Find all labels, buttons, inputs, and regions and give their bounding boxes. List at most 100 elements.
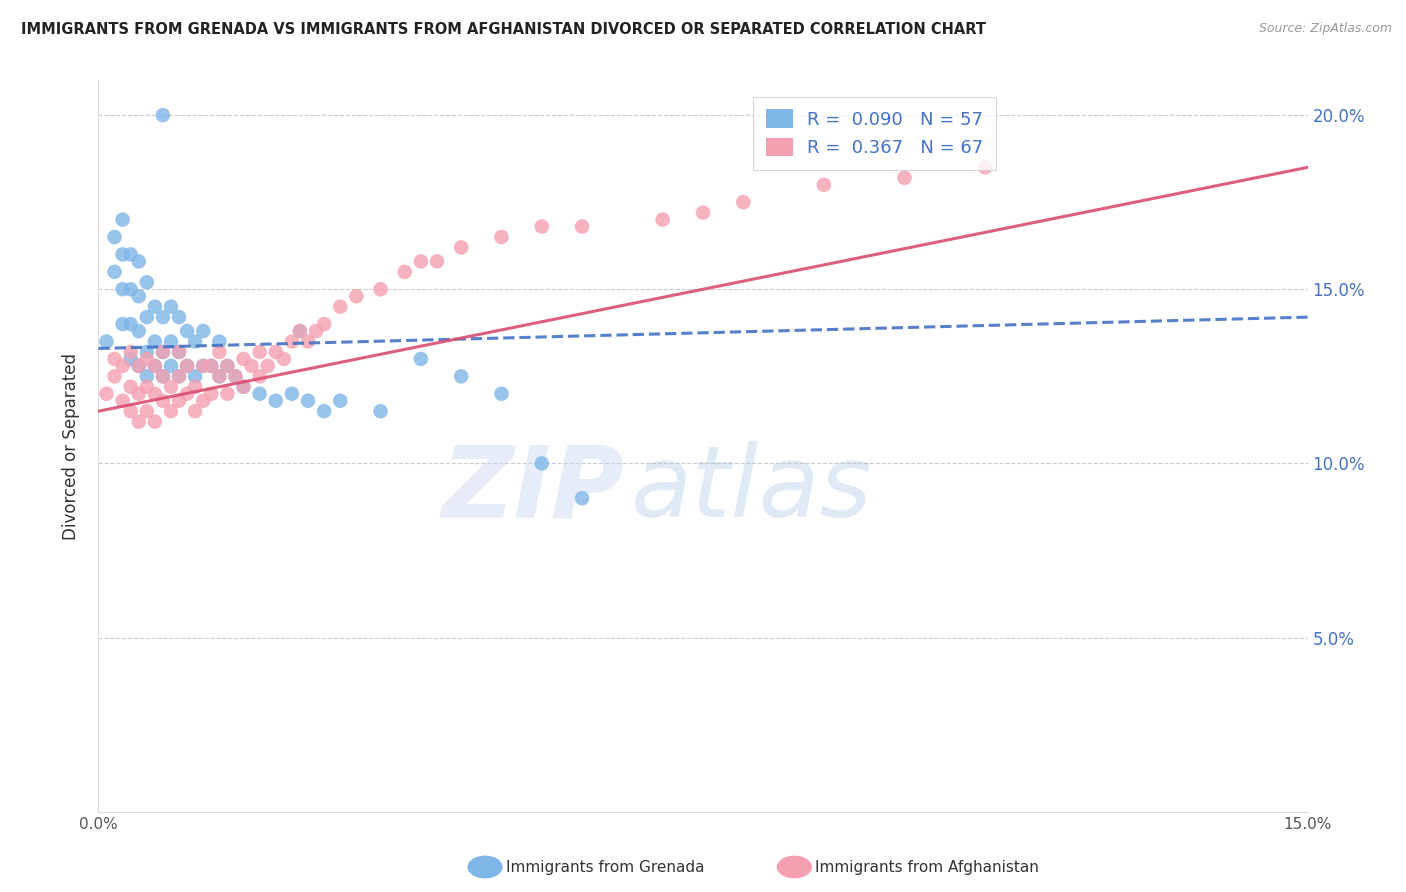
Point	[135, 369, 157, 384]
Point	[193, 359, 215, 373]
Point	[152, 345, 174, 359]
Point	[530, 457, 553, 471]
Point	[176, 386, 198, 401]
Point	[135, 345, 157, 359]
Point	[370, 282, 392, 296]
Point	[152, 393, 174, 408]
Point	[224, 369, 246, 384]
Point	[128, 289, 150, 303]
Point	[200, 386, 222, 401]
Point	[184, 404, 207, 418]
Point	[103, 265, 125, 279]
Point	[143, 415, 166, 429]
Point	[200, 359, 222, 373]
Point	[111, 317, 134, 331]
Point	[217, 359, 239, 373]
Point	[264, 393, 287, 408]
Point	[297, 334, 319, 349]
Point	[733, 195, 755, 210]
Point	[128, 359, 150, 373]
Point	[208, 334, 231, 349]
Legend: R =  0.090   N = 57, R =  0.367   N = 67: R = 0.090 N = 57, R = 0.367 N = 67	[754, 96, 997, 169]
Point	[281, 334, 304, 349]
Point	[193, 393, 215, 408]
Point	[491, 230, 513, 244]
Point	[813, 178, 835, 192]
Point	[120, 282, 142, 296]
Point	[120, 380, 142, 394]
Point	[200, 359, 222, 373]
Point	[111, 393, 134, 408]
Point	[273, 351, 295, 366]
Point	[128, 324, 150, 338]
Point	[96, 334, 118, 349]
Point	[135, 351, 157, 366]
Point	[193, 359, 215, 373]
Point	[111, 247, 134, 261]
Point	[176, 324, 198, 338]
Point	[120, 247, 142, 261]
Point	[314, 404, 336, 418]
Point	[176, 359, 198, 373]
Point	[217, 359, 239, 373]
Circle shape	[778, 856, 811, 878]
Point	[264, 345, 287, 359]
Point	[103, 351, 125, 366]
Point	[305, 324, 328, 338]
Point	[217, 386, 239, 401]
Point	[208, 345, 231, 359]
Point	[152, 369, 174, 384]
Point	[120, 351, 142, 366]
Point	[120, 404, 142, 418]
Point	[193, 324, 215, 338]
Point	[152, 310, 174, 325]
Point	[288, 324, 311, 338]
Point	[120, 317, 142, 331]
Point	[160, 380, 183, 394]
Point	[135, 310, 157, 325]
Point	[103, 230, 125, 244]
Point	[135, 275, 157, 289]
Point	[240, 359, 263, 373]
Point	[152, 108, 174, 122]
Point	[394, 265, 416, 279]
Y-axis label: Divorced or Separated: Divorced or Separated	[62, 352, 80, 540]
Point	[128, 254, 150, 268]
Point	[96, 386, 118, 401]
Point	[167, 345, 190, 359]
Point	[329, 393, 352, 408]
Text: atlas: atlas	[630, 442, 872, 539]
Point	[281, 386, 304, 401]
Point	[143, 334, 166, 349]
Point	[651, 212, 673, 227]
Point	[571, 491, 593, 506]
Point	[232, 380, 254, 394]
Point	[297, 393, 319, 408]
Point	[152, 369, 174, 384]
Point	[167, 310, 190, 325]
Point	[409, 254, 432, 268]
Point	[491, 386, 513, 401]
Point	[232, 380, 254, 394]
Point	[409, 351, 432, 366]
Point	[160, 334, 183, 349]
Point	[184, 334, 207, 349]
Circle shape	[468, 856, 502, 878]
Point	[111, 359, 134, 373]
Point	[184, 380, 207, 394]
Point	[143, 300, 166, 314]
Point	[143, 359, 166, 373]
Point	[893, 170, 915, 185]
Point	[135, 404, 157, 418]
Point	[249, 369, 271, 384]
Point	[176, 359, 198, 373]
Point	[530, 219, 553, 234]
Point	[120, 345, 142, 359]
Text: IMMIGRANTS FROM GRENADA VS IMMIGRANTS FROM AFGHANISTAN DIVORCED OR SEPARATED COR: IMMIGRANTS FROM GRENADA VS IMMIGRANTS FR…	[21, 22, 986, 37]
Text: Source: ZipAtlas.com: Source: ZipAtlas.com	[1258, 22, 1392, 36]
Point	[152, 345, 174, 359]
Text: Immigrants from Afghanistan: Immigrants from Afghanistan	[815, 860, 1039, 874]
Point	[160, 300, 183, 314]
Point	[143, 359, 166, 373]
Point	[135, 380, 157, 394]
